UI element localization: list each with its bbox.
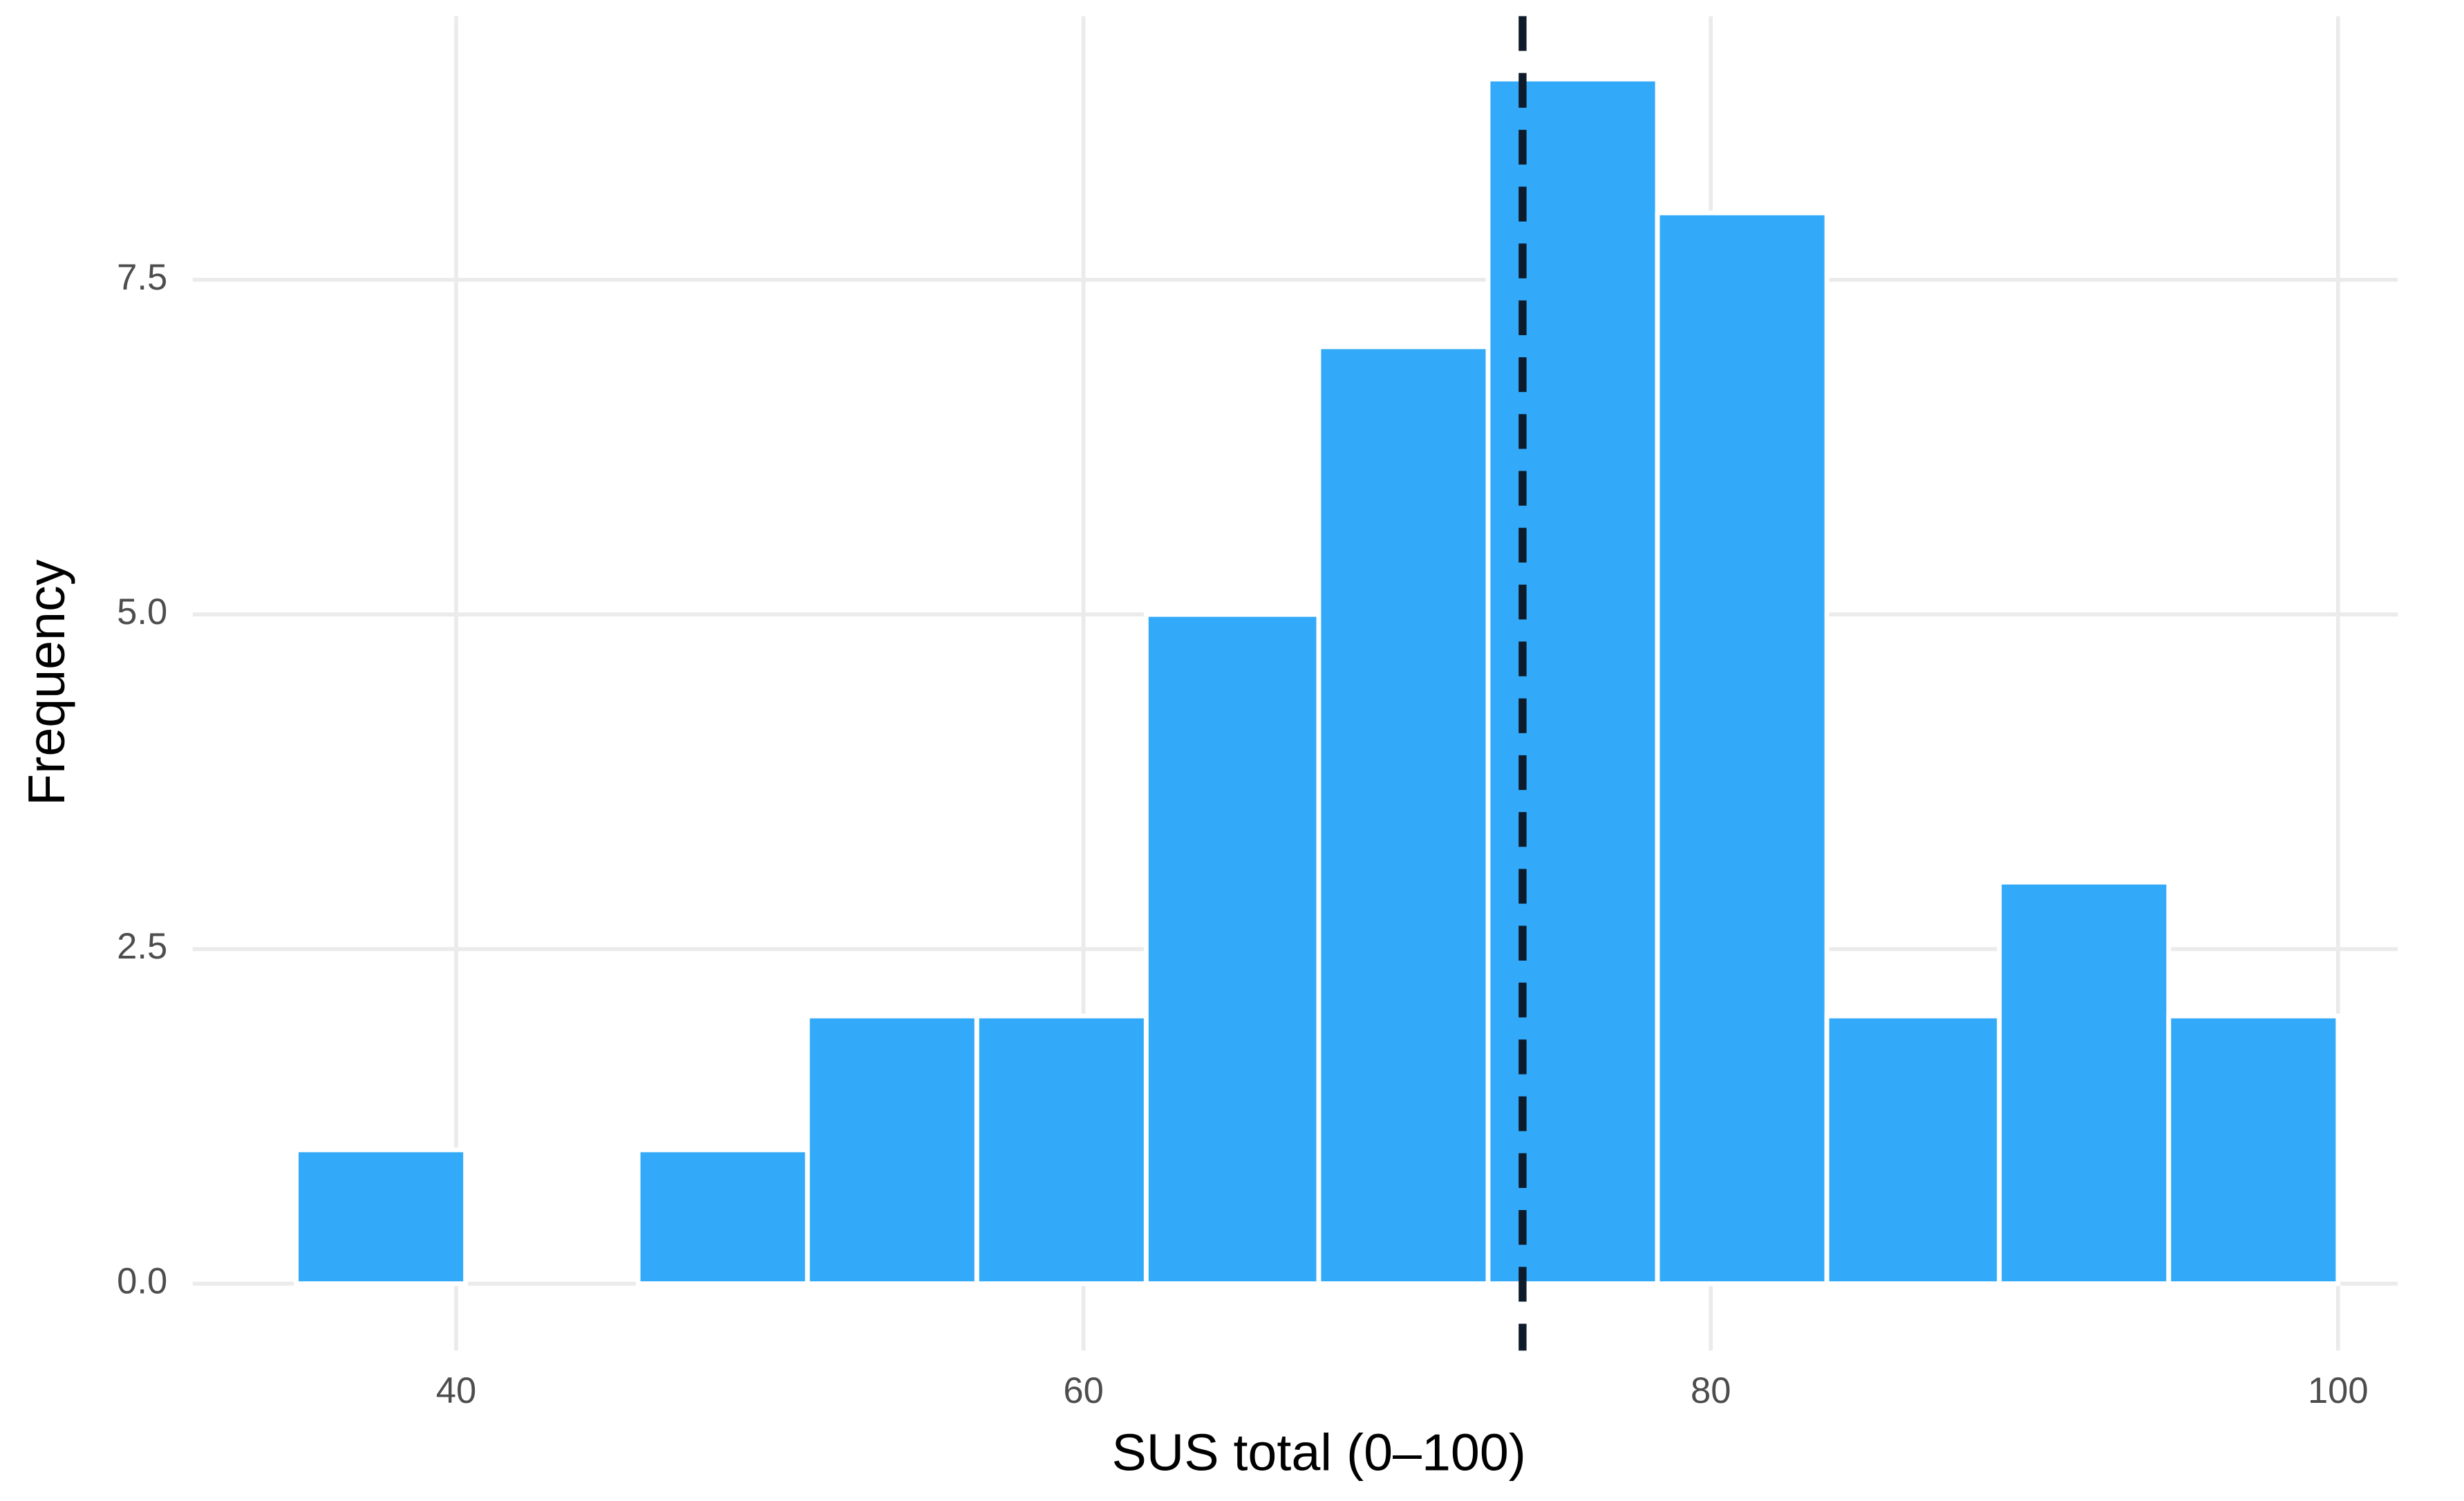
bar [1997,880,2172,1286]
x-tick-label: 100 [2308,1370,2369,1411]
x-tick-label: 40 [436,1370,476,1411]
bar [2166,1013,2341,1286]
bar [1485,76,1660,1286]
y-tick-label: 5.0 [117,592,167,632]
bar [1316,344,1491,1286]
y-tick-label: 7.5 [117,257,167,298]
bar [1143,612,1322,1286]
y-tick-label: 2.5 [117,926,167,967]
bar [1824,1013,2002,1286]
x-tick-label: 80 [1691,1370,1731,1411]
bar [1655,210,1830,1286]
bar [805,1013,979,1286]
y-tick-label: 0.0 [117,1261,167,1301]
bar [974,1013,1149,1286]
y-axis-title: Frequency [17,559,75,806]
x-tick-label: 60 [1063,1370,1103,1411]
x-axis-title: SUS total (0–100) [1111,1423,1525,1481]
bar [635,1147,810,1286]
bar [294,1147,469,1286]
